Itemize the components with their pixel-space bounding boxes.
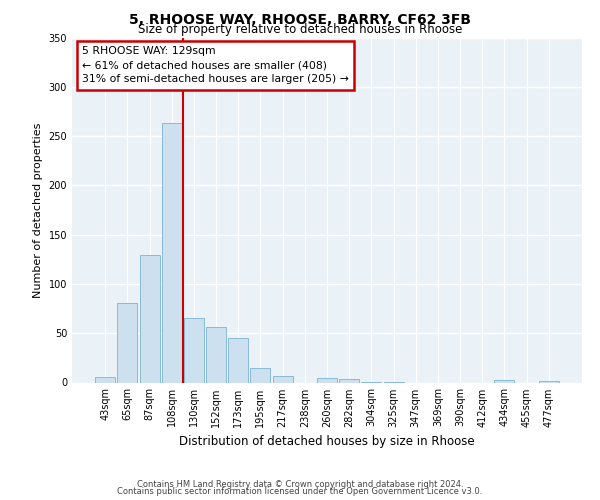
Bar (339, 378, 359, 382)
Bar (118, 302, 137, 382)
Bar (184, 318, 204, 382)
Y-axis label: Number of detached properties: Number of detached properties (33, 122, 43, 298)
Bar (250, 368, 271, 382)
Text: 5, RHOOSE WAY, RHOOSE, BARRY, CF62 3FB: 5, RHOOSE WAY, RHOOSE, BARRY, CF62 3FB (129, 12, 471, 26)
Bar (539, 380, 559, 382)
Bar (317, 378, 337, 382)
X-axis label: Distribution of detached houses by size in Rhoose: Distribution of detached houses by size … (179, 435, 475, 448)
Bar (494, 380, 514, 382)
Text: Contains HM Land Registry data © Crown copyright and database right 2024.: Contains HM Land Registry data © Crown c… (137, 480, 463, 489)
Bar (272, 376, 293, 382)
Bar (140, 256, 160, 382)
Bar (206, 328, 226, 382)
Text: 5 RHOOSE WAY: 129sqm
← 61% of detached houses are smaller (408)
31% of semi-deta: 5 RHOOSE WAY: 129sqm ← 61% of detached h… (82, 46, 349, 84)
Bar (228, 338, 248, 382)
Bar (95, 376, 115, 382)
Text: Contains public sector information licensed under the Open Government Licence v3: Contains public sector information licen… (118, 487, 482, 496)
Text: Size of property relative to detached houses in Rhoose: Size of property relative to detached ho… (138, 22, 462, 36)
Bar (162, 124, 182, 382)
